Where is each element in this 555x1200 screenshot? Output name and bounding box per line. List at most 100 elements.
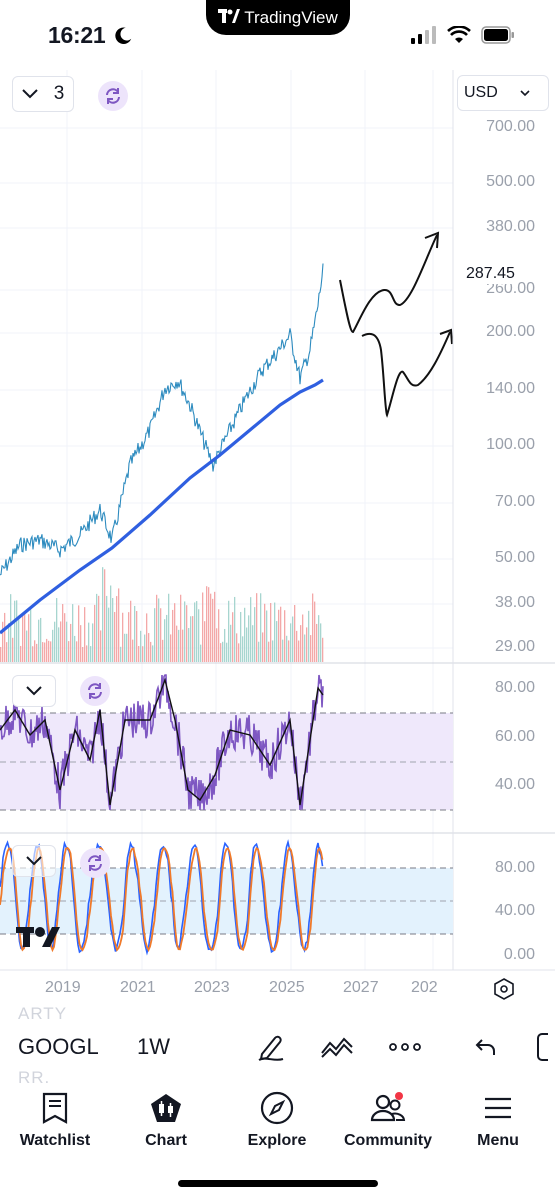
volume-bar bbox=[20, 645, 22, 662]
volume-bar bbox=[40, 617, 42, 662]
volume-bar bbox=[56, 598, 58, 662]
tab-label: Chart bbox=[145, 1132, 187, 1149]
undo-button[interactable] bbox=[468, 1030, 502, 1064]
volume-bar bbox=[246, 627, 248, 662]
volume-bar bbox=[96, 593, 98, 662]
volume-bar bbox=[262, 632, 264, 662]
stoch-axis-label: 0.00 bbox=[503, 946, 535, 963]
fullscreen-button[interactable] bbox=[532, 1030, 555, 1064]
interval-button[interactable]: 1W bbox=[137, 1034, 170, 1059]
volume-bar bbox=[42, 642, 44, 662]
volume-bar bbox=[254, 607, 256, 662]
volume-bar bbox=[232, 612, 234, 662]
currency-select[interactable]: USD bbox=[457, 75, 549, 111]
drawing-projection-up bbox=[339, 234, 438, 334]
volume-bar bbox=[114, 611, 116, 662]
volume-bar bbox=[214, 591, 216, 662]
rsi-smoothing-line bbox=[0, 677, 324, 806]
home-indicator[interactable] bbox=[178, 1180, 378, 1187]
volume-bar bbox=[134, 605, 136, 662]
volume-bar bbox=[60, 621, 62, 662]
moon-icon bbox=[115, 27, 132, 44]
volume-bar bbox=[260, 593, 262, 662]
menu-icon bbox=[485, 1097, 511, 1119]
tab-explore[interactable]: Explore bbox=[244, 1090, 310, 1150]
volume-bar bbox=[14, 600, 16, 662]
volume-bar bbox=[268, 641, 270, 662]
tab-chart[interactable]: Chart bbox=[134, 1090, 198, 1150]
more-button[interactable] bbox=[388, 1030, 422, 1064]
volume-bar bbox=[108, 607, 110, 662]
volume-bar bbox=[230, 624, 232, 662]
volume-bar bbox=[178, 629, 180, 662]
volume-bar bbox=[94, 604, 96, 662]
pane-count: 3 bbox=[53, 83, 65, 104]
tab-community[interactable]: Community bbox=[342, 1090, 434, 1150]
chevron-down-icon bbox=[520, 89, 530, 96]
time-axis-label: 2025 bbox=[269, 979, 305, 996]
volume-bar bbox=[248, 615, 250, 662]
volume-bar bbox=[152, 645, 154, 662]
battery-icon bbox=[481, 26, 514, 44]
island-app-name: TradingView bbox=[244, 7, 338, 27]
volume-bar bbox=[174, 603, 176, 662]
stoch-collapse-button[interactable] bbox=[12, 845, 56, 877]
volume-bar bbox=[192, 616, 194, 662]
volume-bar bbox=[292, 616, 294, 662]
tab-bar: Watchlist Chart Explore bbox=[0, 1086, 555, 1166]
tab-menu[interactable]: Menu bbox=[474, 1090, 522, 1150]
refresh-icon bbox=[106, 88, 120, 104]
volume-bar bbox=[80, 625, 82, 662]
time-axis-label: 2019 bbox=[45, 979, 81, 996]
refresh-main-button[interactable] bbox=[98, 81, 128, 111]
wifi-icon bbox=[447, 26, 471, 43]
rsi-axis-label: 60.00 bbox=[494, 728, 535, 745]
rsi-collapse-button[interactable] bbox=[12, 675, 56, 707]
volume-bar bbox=[290, 623, 292, 662]
volume-bar bbox=[216, 628, 218, 662]
symbol-button[interactable]: GOOGL bbox=[18, 1034, 99, 1059]
volume-bar bbox=[66, 621, 68, 662]
volume-bar bbox=[206, 586, 208, 662]
cellular-signal-icon bbox=[411, 26, 436, 44]
tab-watchlist[interactable]: Watchlist bbox=[18, 1090, 92, 1150]
volume-bar bbox=[276, 621, 278, 662]
watchlist-icon bbox=[42, 1092, 68, 1124]
volume-bar bbox=[52, 629, 54, 662]
volume-bar bbox=[316, 623, 318, 662]
pane-collapse-button[interactable]: 3 bbox=[12, 76, 74, 112]
chart-area[interactable]: 3 USD 700.00 500.00 380.00 260.00 200.00 140.… bbox=[0, 70, 555, 1010]
volume-bar bbox=[168, 593, 170, 662]
tab-label: Explore bbox=[247, 1132, 307, 1149]
fullscreen-icon bbox=[537, 1033, 548, 1061]
volume-bar bbox=[280, 606, 282, 662]
chart-settings-button[interactable] bbox=[490, 975, 518, 1003]
drawing-tool-button[interactable] bbox=[254, 1030, 288, 1064]
refresh-stoch-button[interactable] bbox=[80, 848, 110, 878]
indicators-button[interactable] bbox=[320, 1030, 354, 1064]
volume-bar bbox=[210, 593, 212, 662]
volume-bar bbox=[304, 634, 306, 662]
volume-bar bbox=[128, 612, 130, 662]
volume-bar bbox=[258, 641, 260, 662]
volume-bar bbox=[90, 646, 92, 662]
volume-bar bbox=[116, 596, 118, 662]
moving-average-line bbox=[0, 378, 324, 635]
volume-bar bbox=[104, 569, 106, 662]
tradingview-watermark-icon bbox=[16, 927, 60, 947]
volume-bar bbox=[138, 646, 140, 662]
volume-bar bbox=[34, 640, 36, 662]
refresh-rsi-button[interactable] bbox=[80, 676, 110, 706]
volume-bar bbox=[296, 630, 298, 662]
volume-bar bbox=[154, 608, 156, 662]
volume-bar bbox=[264, 603, 266, 662]
volume-bar bbox=[170, 634, 172, 662]
chart-canvas[interactable] bbox=[0, 70, 555, 1010]
volume-bar bbox=[24, 612, 26, 662]
ghost-label-top: ARTY bbox=[18, 1004, 68, 1023]
drawing-projection-down bbox=[361, 331, 451, 418]
volume-bar bbox=[236, 633, 238, 662]
volume-bar bbox=[124, 633, 126, 662]
volume-bar bbox=[182, 629, 184, 662]
last-price-label: 287.45 bbox=[466, 264, 515, 284]
